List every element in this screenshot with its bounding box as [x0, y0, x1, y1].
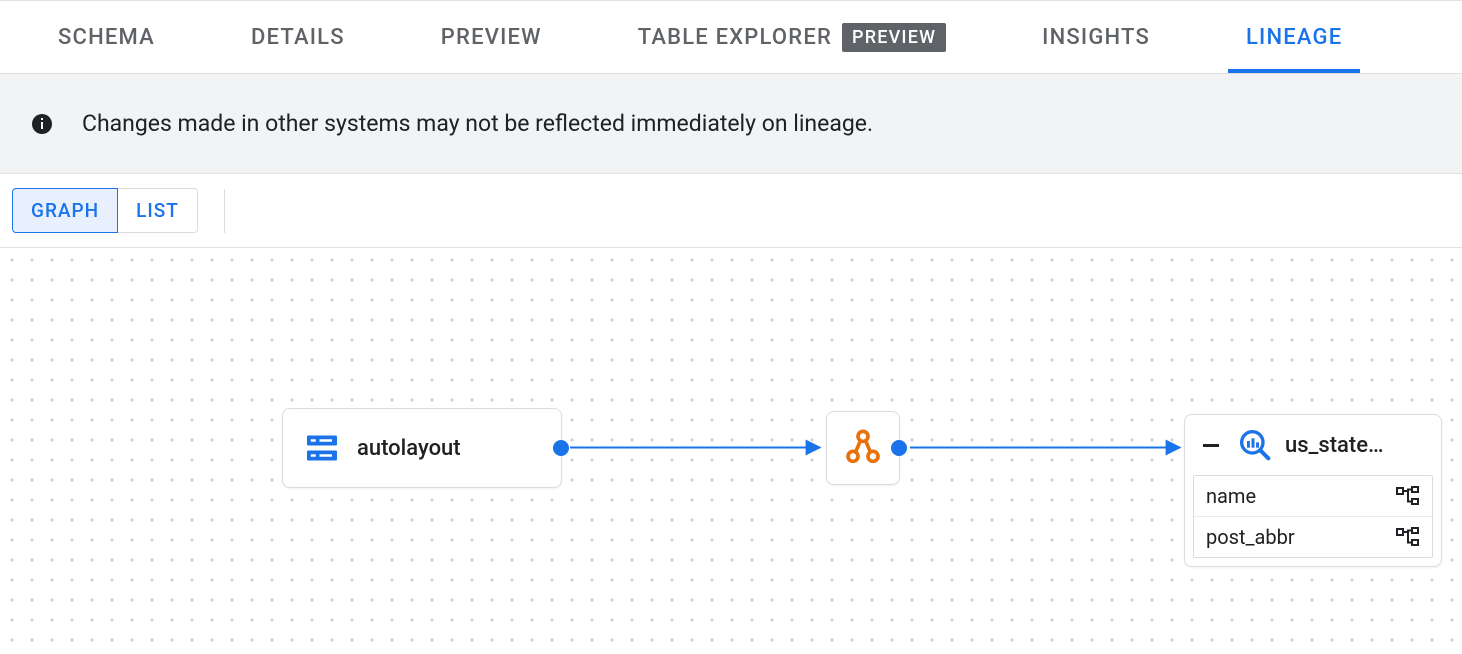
tab-label: TABLE EXPLORER: [638, 25, 832, 50]
lineage-canvas[interactable]: autolayout us_state…: [0, 247, 1462, 647]
tab-table-explorer[interactable]: TABLE EXPLORER PREVIEW: [590, 1, 994, 73]
lineage-node-process[interactable]: [826, 411, 900, 485]
tab-label: LINEAGE: [1246, 25, 1342, 50]
toggle-label: LIST: [136, 199, 179, 222]
lineage-node-target[interactable]: us_state… name post_abbr: [1184, 414, 1442, 567]
info-banner: Changes made in other systems may not be…: [0, 74, 1462, 174]
view-toggle: GRAPH LIST: [12, 188, 198, 233]
tab-lineage[interactable]: LINEAGE: [1198, 1, 1390, 73]
dataflow-icon: [843, 428, 883, 468]
tab-label: INSIGHTS: [1042, 25, 1150, 50]
lineage-node-source[interactable]: autolayout: [282, 408, 562, 488]
tab-label: SCHEMA: [58, 25, 155, 50]
node-field-list: name post_abbr: [1193, 475, 1433, 558]
tab-insights[interactable]: INSIGHTS: [994, 1, 1198, 73]
minus-icon: [1203, 444, 1219, 447]
info-icon: [30, 112, 54, 136]
node-label: us_state…: [1285, 433, 1425, 458]
schema-icon: [1396, 527, 1420, 547]
tab-details[interactable]: DETAILS: [203, 1, 393, 73]
node-label: autolayout: [357, 436, 461, 461]
node-port[interactable]: [891, 440, 907, 456]
tab-schema[interactable]: SCHEMA: [10, 1, 203, 73]
toggle-label: GRAPH: [31, 199, 99, 222]
node-field[interactable]: name: [1194, 476, 1432, 517]
tab-bar: SCHEMA DETAILS PREVIEW TABLE EXPLORER PR…: [0, 0, 1462, 74]
view-toggle-graph[interactable]: GRAPH: [12, 188, 118, 233]
preview-badge: PREVIEW: [842, 23, 946, 52]
divider: [224, 189, 225, 233]
field-name: post_abbr: [1206, 525, 1295, 549]
bigquery-icon: [1239, 429, 1271, 461]
node-header: us_state…: [1185, 415, 1441, 475]
node-port[interactable]: [553, 440, 569, 456]
view-toggle-row: GRAPH LIST: [0, 174, 1462, 247]
tab-label: PREVIEW: [441, 25, 542, 50]
view-toggle-list[interactable]: LIST: [118, 188, 198, 233]
node-field[interactable]: post_abbr: [1194, 517, 1432, 557]
collapse-button[interactable]: [1197, 431, 1225, 459]
info-banner-text: Changes made in other systems may not be…: [82, 110, 873, 137]
schema-icon: [1396, 486, 1420, 506]
tab-preview[interactable]: PREVIEW: [393, 1, 590, 73]
field-name: name: [1206, 484, 1256, 508]
storage-icon: [307, 435, 337, 461]
tab-label: DETAILS: [251, 25, 345, 50]
